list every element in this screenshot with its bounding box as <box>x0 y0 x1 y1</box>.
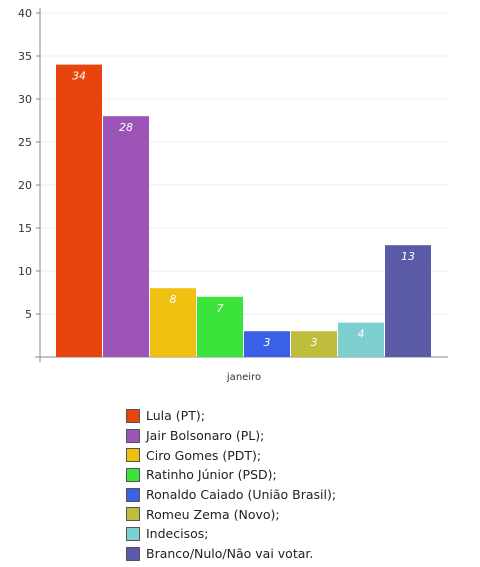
legend-label: Jair Bolsonaro (PL); <box>146 428 265 444</box>
y-tick-label: 30 <box>18 93 32 106</box>
legend-swatch <box>126 448 140 463</box>
legend-label: Indecisos; <box>146 526 209 542</box>
legend-item: Branco/Nulo/Não vai votar. <box>126 544 336 564</box>
y-tick-label: 15 <box>18 222 32 235</box>
legend-swatch <box>126 526 140 541</box>
bar <box>291 331 337 357</box>
legend-swatch <box>126 467 140 482</box>
data-label: 3 <box>311 336 318 349</box>
bar <box>56 64 102 357</box>
bar <box>197 296 243 357</box>
legend-label: Ronaldo Caiado (União Brasil); <box>146 487 337 503</box>
legend-item: Lula (PT); <box>126 406 336 426</box>
legend-item: Ciro Gomes (PDT); <box>126 445 336 465</box>
y-tick-label: 5 <box>25 308 32 321</box>
legend-label: Ratinho Júnior (PSD); <box>146 467 277 483</box>
data-label: 7 <box>217 302 224 315</box>
data-label: 8 <box>170 293 177 306</box>
x-category-label: janeiro <box>226 372 261 383</box>
data-label: 34 <box>72 70 86 83</box>
bar <box>338 322 384 357</box>
legend-swatch <box>126 428 140 443</box>
bar <box>244 331 290 357</box>
data-label: 28 <box>119 121 133 134</box>
y-tick-label: 25 <box>18 136 32 149</box>
y-tick-label: 35 <box>18 50 32 63</box>
bar <box>150 288 196 357</box>
data-label: 13 <box>401 250 415 263</box>
legend-label: Ciro Gomes (PDT); <box>146 447 262 463</box>
data-label: 4 <box>358 328 365 341</box>
y-tick-label: 40 <box>18 7 32 20</box>
legend-swatch <box>126 408 140 423</box>
y-tick-label: 10 <box>18 265 32 278</box>
legend-item: Indecisos; <box>126 524 336 544</box>
legend-item: Ratinho Júnior (PSD); <box>126 465 336 485</box>
y-tick-label: 20 <box>18 179 32 192</box>
legend-label: Lula (PT); <box>146 408 205 424</box>
bars <box>56 64 431 357</box>
legend-item: Ronaldo Caiado (União Brasil); <box>126 485 336 505</box>
legend-item: Romeu Zema (Novo); <box>126 504 336 524</box>
bar <box>385 245 431 357</box>
legend: Lula (PT); Jair Bolsonaro (PL); Ciro Gomes… <box>126 406 336 564</box>
data-label: 3 <box>264 336 271 349</box>
legend-label: Branco/Nulo/Não vai votar. <box>146 546 314 562</box>
legend-label: Romeu Zema (Novo); <box>146 506 280 522</box>
legend-swatch <box>126 487 140 502</box>
legend-swatch <box>126 546 140 561</box>
legend-item: Jair Bolsonaro (PL); <box>126 426 336 446</box>
bar <box>103 116 149 357</box>
legend-swatch <box>126 507 140 522</box>
